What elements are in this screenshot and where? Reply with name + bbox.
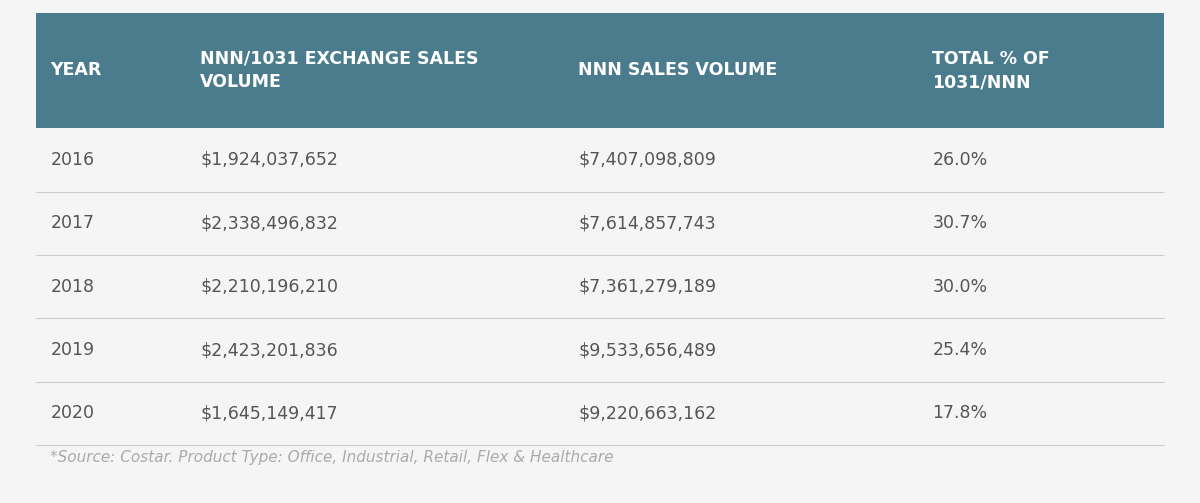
FancyBboxPatch shape [36, 13, 1164, 128]
Text: $7,614,857,743: $7,614,857,743 [578, 214, 716, 232]
Text: $9,220,663,162: $9,220,663,162 [578, 404, 716, 423]
Text: $7,407,098,809: $7,407,098,809 [578, 151, 716, 169]
Text: *Source: Costar. Product Type: Office, Industrial, Retail, Flex & Healthcare: *Source: Costar. Product Type: Office, I… [50, 450, 614, 465]
Text: NNN SALES VOLUME: NNN SALES VOLUME [578, 61, 778, 79]
Text: $9,533,656,489: $9,533,656,489 [578, 341, 716, 359]
Text: $2,338,496,832: $2,338,496,832 [200, 214, 338, 232]
Text: $1,645,149,417: $1,645,149,417 [200, 404, 338, 423]
Text: $1,924,037,652: $1,924,037,652 [200, 151, 338, 169]
Text: 2020: 2020 [50, 404, 95, 423]
Text: $2,423,201,836: $2,423,201,836 [200, 341, 338, 359]
Text: $7,361,279,189: $7,361,279,189 [578, 278, 716, 296]
Text: 26.0%: 26.0% [932, 151, 988, 169]
Text: 30.0%: 30.0% [932, 278, 988, 296]
Text: TOTAL % OF
1031/NNN: TOTAL % OF 1031/NNN [932, 50, 1050, 91]
Text: NNN/1031 EXCHANGE SALES
VOLUME: NNN/1031 EXCHANGE SALES VOLUME [200, 50, 479, 91]
Text: YEAR: YEAR [50, 61, 102, 79]
Text: 30.7%: 30.7% [932, 214, 988, 232]
Text: 2019: 2019 [50, 341, 95, 359]
Text: 2017: 2017 [50, 214, 95, 232]
Text: 25.4%: 25.4% [932, 341, 988, 359]
Text: 2016: 2016 [50, 151, 95, 169]
Text: 2018: 2018 [50, 278, 95, 296]
Text: $2,210,196,210: $2,210,196,210 [200, 278, 338, 296]
Text: 17.8%: 17.8% [932, 404, 988, 423]
